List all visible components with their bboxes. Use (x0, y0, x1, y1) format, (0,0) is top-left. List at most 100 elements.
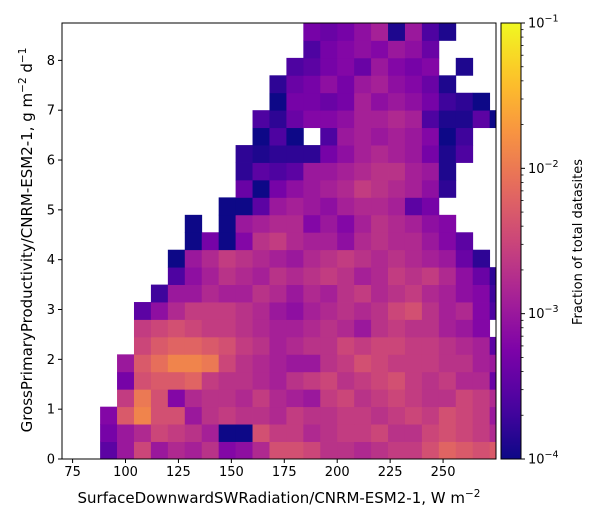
heatmap-cell (489, 371, 497, 390)
heatmap-cell (404, 23, 423, 41)
heatmap-cell (421, 92, 440, 111)
heatmap-cell (337, 336, 355, 355)
x-tick-label: 225 (378, 465, 403, 480)
x-axis-label-superscript: −2 (465, 488, 480, 500)
heatmap-cell (252, 249, 270, 268)
heatmap-cell (371, 302, 389, 320)
y-tick-label: 3 (47, 303, 55, 318)
heatmap-cell (438, 249, 457, 268)
heatmap-cell (150, 319, 169, 338)
heatmap-cell (354, 406, 372, 425)
heatmap-cell (371, 441, 389, 460)
heatmap-cell (252, 145, 270, 163)
heatmap-cell (133, 389, 152, 408)
heatmap-cell (421, 371, 440, 390)
heatmap-cell (201, 336, 220, 355)
heatmap-cell (354, 75, 372, 94)
heatmap-cell (167, 389, 186, 408)
heatmap-cell (388, 441, 406, 460)
heatmap-cell (252, 371, 270, 390)
heatmap-cell (133, 354, 152, 373)
heatmap-cell (303, 162, 321, 181)
heatmap-cell (337, 110, 355, 129)
heatmap-cell (167, 406, 186, 425)
heatmap-cell (167, 354, 186, 373)
heatmap-cell (337, 354, 355, 373)
heatmap-cell (421, 389, 440, 408)
heatmap-cell (354, 336, 372, 355)
heatmap-cell (489, 267, 497, 285)
heatmap-cell (404, 145, 423, 163)
heatmap-cell (320, 40, 338, 59)
heatmap-cell (354, 110, 372, 129)
heatmap-cell (388, 336, 406, 355)
heatmap-cell (337, 40, 355, 59)
heatmap-cell (133, 406, 152, 425)
heatmap-cell (404, 406, 423, 425)
heatmap-cell (371, 57, 389, 76)
heatmap-cell (252, 354, 270, 373)
heatmap-cell (438, 441, 457, 460)
heatmap-cell (286, 110, 304, 129)
x-tick-label: 75 (64, 465, 81, 480)
heatmap-cell (388, 110, 406, 129)
heatmap-cell (184, 267, 203, 285)
heatmap-cell (371, 336, 389, 355)
heatmap-cell (320, 232, 338, 251)
heatmap-cell (489, 284, 497, 303)
heatmap-cell (303, 214, 321, 233)
heatmap-cell (286, 389, 304, 408)
x-tick-label: 250 (431, 465, 456, 480)
heatmap-cell (184, 232, 203, 251)
heatmap-cell (371, 75, 389, 94)
heatmap-cell (421, 75, 440, 94)
heatmap-cell (404, 92, 423, 111)
heatmap-cell (218, 441, 236, 460)
heatmap-cell (167, 424, 186, 442)
heatmap-cell (421, 214, 440, 233)
heatmap-cell (184, 424, 203, 442)
heatmap-cell (252, 214, 270, 233)
heatmap-cell (404, 389, 423, 408)
heatmap-cell (303, 371, 321, 390)
heatmap-cell (371, 389, 389, 408)
heatmap-cell (150, 371, 169, 390)
heatmap-cell (218, 197, 236, 216)
heatmap-cell (354, 179, 372, 198)
heatmap-cell (388, 57, 406, 76)
heatmap-cell (354, 284, 372, 303)
heatmap-cell (438, 162, 457, 181)
colorbar-tick-label: 10−1 (528, 14, 559, 32)
heatmap-cell (371, 110, 389, 129)
x-axis-label-text: SurfaceDownwardSWRadiation/CNRM-ESM2-1, … (78, 489, 466, 507)
heatmap-cell (337, 197, 355, 216)
heatmap-cell (184, 406, 203, 425)
heatmap-cell (472, 336, 491, 355)
heatmap-cell (218, 249, 236, 268)
heatmap-cell (320, 197, 338, 216)
heatmap-cell (269, 267, 287, 285)
heatmap-cell (371, 92, 389, 111)
heatmap-cell (150, 354, 169, 373)
heatmap-cell (472, 302, 491, 320)
x-axis-label: SurfaceDownwardSWRadiation/CNRM-ESM2-1, … (78, 488, 481, 507)
colorbar-frame (500, 22, 522, 460)
heatmap-cell (320, 214, 338, 233)
heatmap-cell (455, 336, 474, 355)
heatmap-cell (184, 336, 203, 355)
heatmap-cell (218, 406, 236, 425)
heatmap-cell (184, 354, 203, 373)
heatmap-cell (303, 145, 321, 163)
heatmap-cell (438, 75, 457, 94)
heatmap-cell (472, 319, 491, 338)
heatmap-cell (472, 92, 491, 111)
heatmap-cell (421, 197, 440, 216)
heatmap-cell (303, 267, 321, 285)
heatmap-cell (303, 389, 321, 408)
heatmap-cell (337, 319, 355, 338)
heatmap-cell (201, 406, 220, 425)
heatmap-cell (337, 406, 355, 425)
heatmap-cell (133, 371, 152, 390)
heatmap-cell (404, 284, 423, 303)
heatmap-cell (354, 232, 372, 251)
